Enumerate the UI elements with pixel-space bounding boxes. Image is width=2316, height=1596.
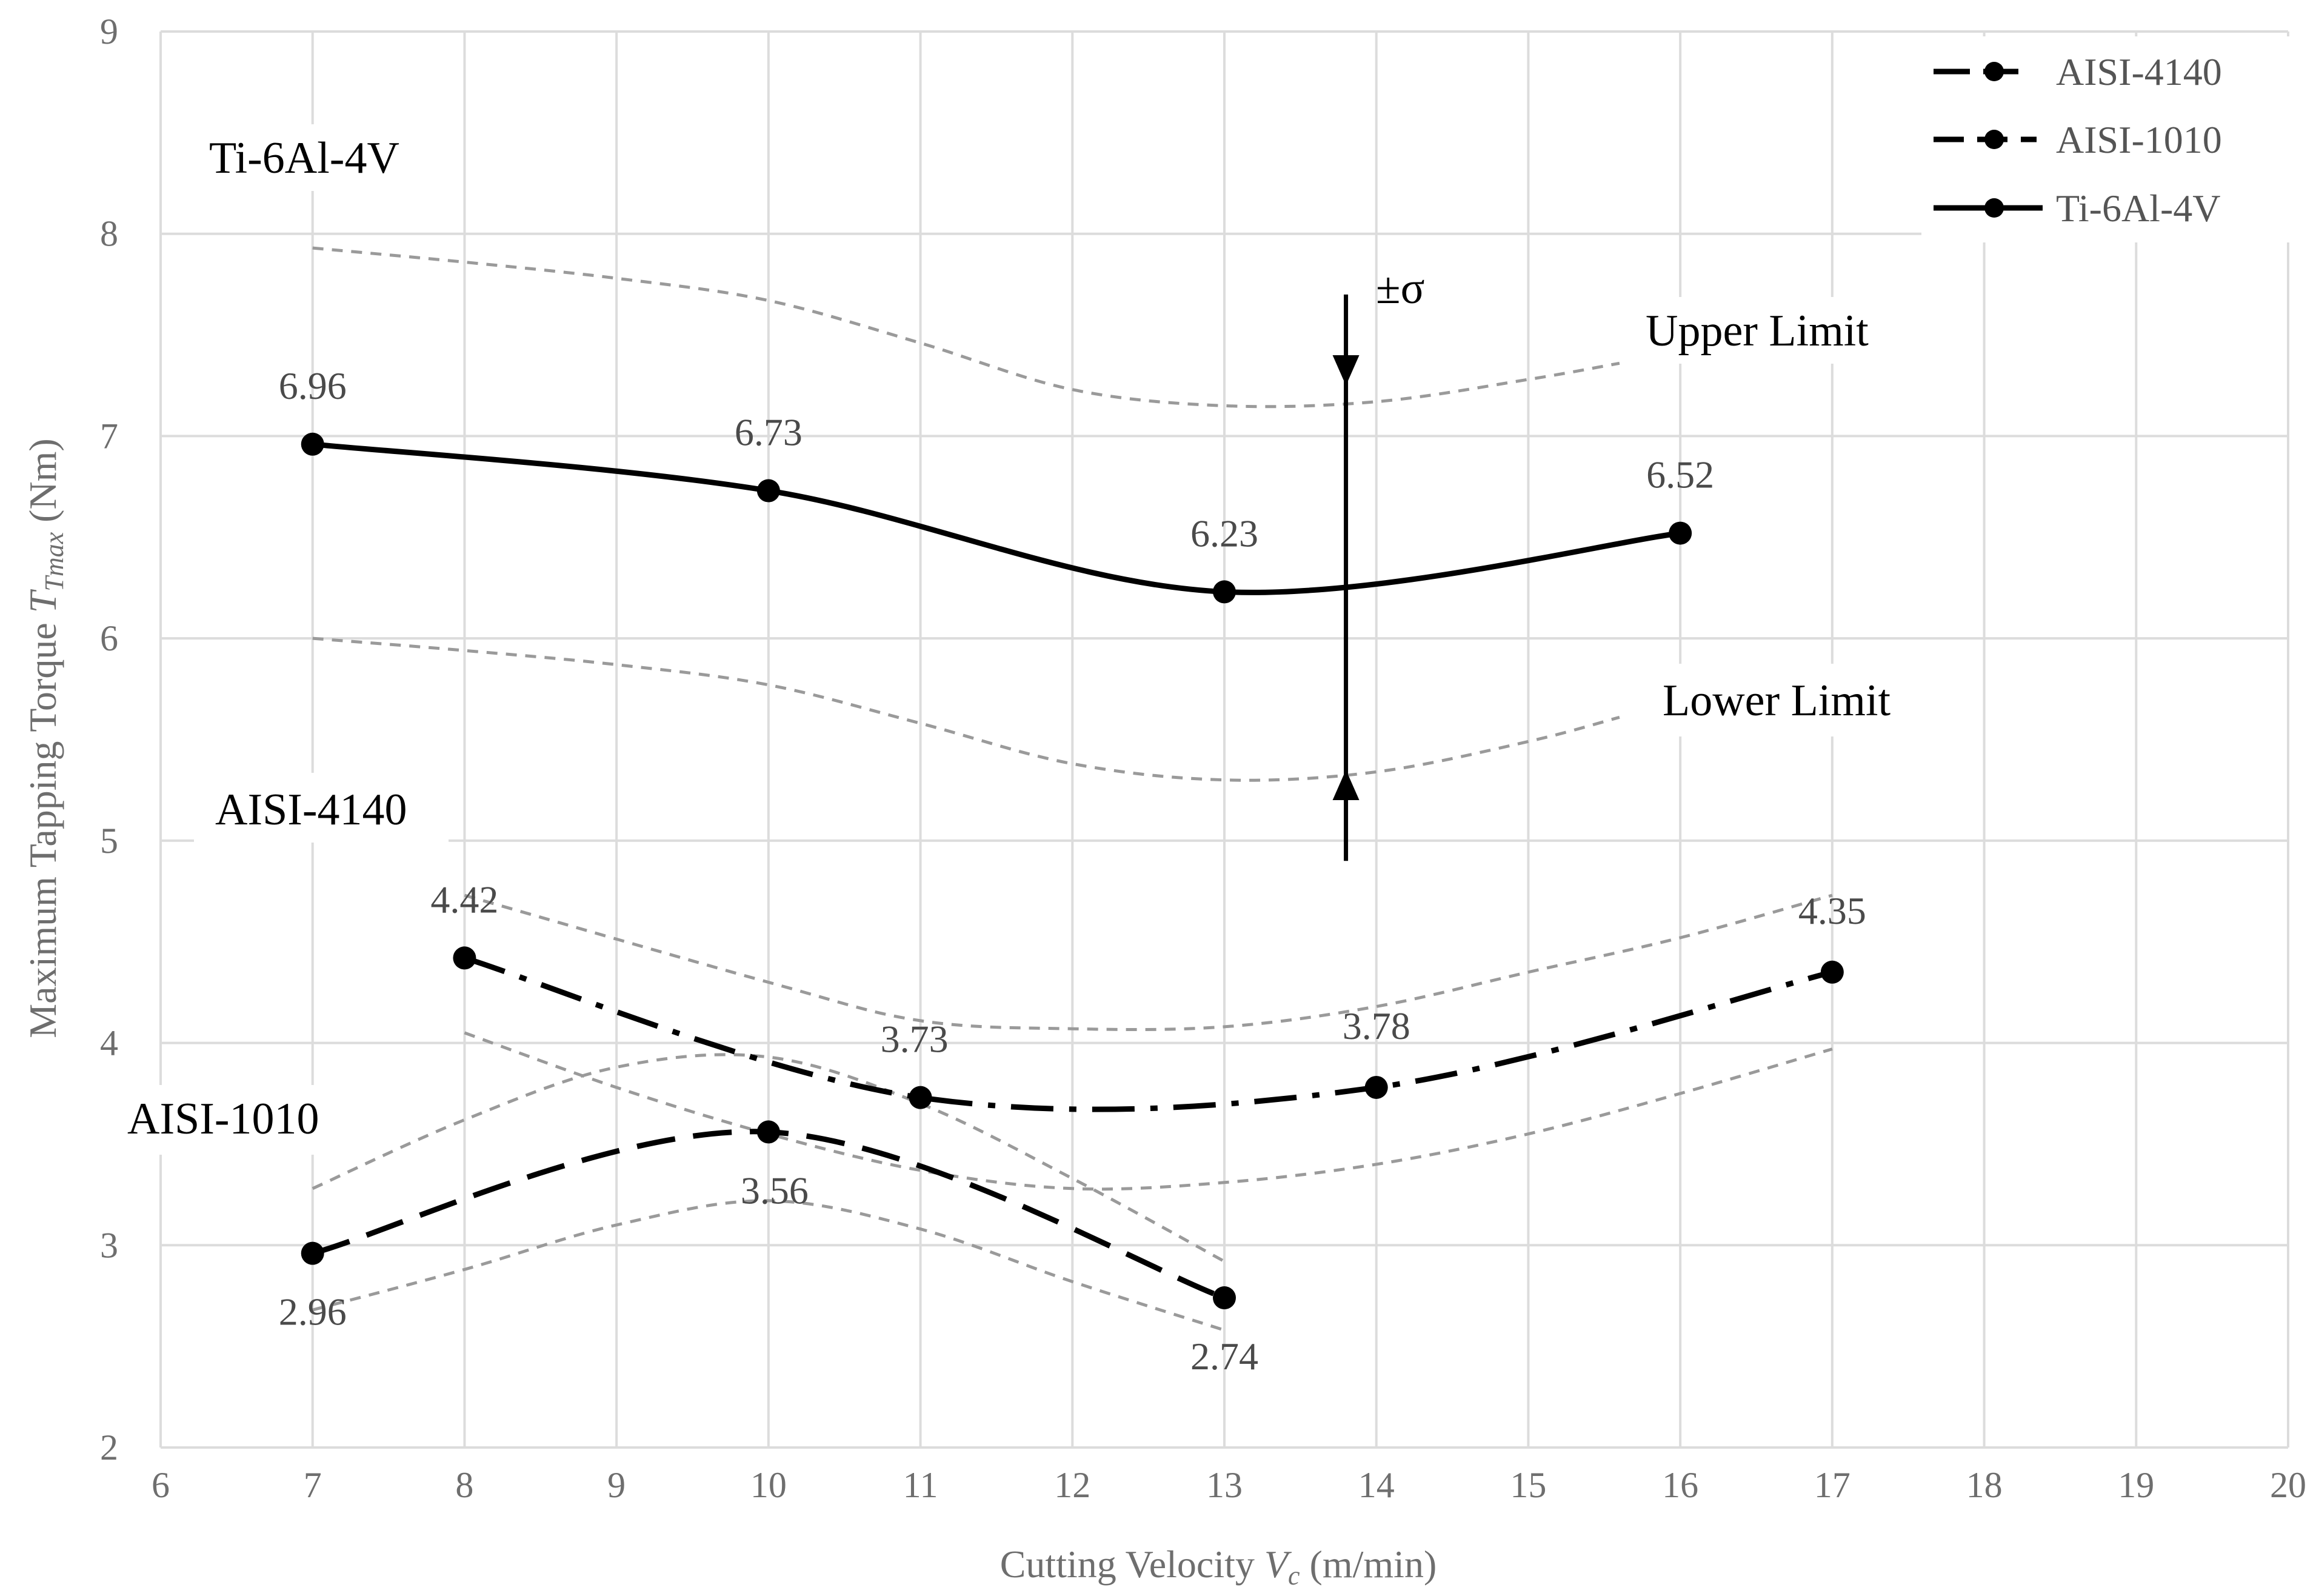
x-tick-label: 9 [607,1465,626,1505]
y-tick-label: 9 [100,12,118,52]
data-point-ti-6al-4v [756,479,780,503]
data-label-aisi-1010: 3.56 [741,1169,809,1212]
x-tick-label: 7 [304,1465,322,1505]
legend-entry-aisi-1010: AISI-1010 [1934,118,2222,161]
x-tick-label: 14 [1358,1465,1395,1505]
y-tick-label: 5 [100,821,118,861]
annotation-upper-limit: Upper Limit [1646,306,1869,356]
legend-marker [1984,62,2004,81]
x-tick-label: 13 [1206,1465,1243,1505]
data-label-ti-6al-4v: 6.52 [1646,453,1714,496]
x-tick-label: 10 [750,1465,787,1505]
data-label-aisi-4140: 3.78 [1343,1004,1410,1047]
x-tick-label: 6 [152,1465,170,1505]
data-label-aisi-4140: 4.35 [1798,889,1866,932]
limit-curve-upper-aisi-4140 [464,893,1833,1032]
limit-curve-lower-aisi-4140 [464,1031,1833,1191]
data-labels: 4.42 3.73 3.78 4.35 2.96 3.56 2.74 6.96 6.73 6.23… [279,364,1866,1378]
y-tick-label: 8 [100,214,118,254]
data-label-ti-6al-4v: 6.23 [1190,512,1258,555]
legend-label: AISI-1010 [2056,118,2222,161]
data-point-aisi-1010 [301,1241,324,1265]
limit-curve-lower-ti-6al-4v [312,636,1620,782]
data-point-ti-6al-4v [1213,580,1236,604]
data-points [301,432,1844,1310]
data-point-ti-6al-4v [1669,521,1692,545]
annotation-ti-6al-4v: Ti-6Al-4V [209,133,399,183]
annotation-aisi-4140: AISI-4140 [215,785,407,835]
limit-curve-lower-aisi-1010 [312,1199,1225,1332]
data-point-aisi-4140 [1364,1075,1388,1099]
data-label-aisi-1010: 2.74 [1190,1335,1258,1378]
legend-marker [1984,130,2004,149]
y-tick-label: 7 [100,416,118,456]
legend-entry-ti-6al-4v: Ti-6Al-4V [1934,187,2220,230]
data-point-aisi-1010 [756,1120,780,1144]
data-label-ti-6al-4v: 6.73 [735,411,803,454]
x-tick-label: 11 [903,1465,938,1505]
sigma-arrow-down [1332,355,1360,386]
tick-labels: 6 7 8 9 10 11 12 13 14 15 16 17 18 19 20 2 3 4 5 6 7 8 9 [100,12,2306,1505]
x-tick-label: 16 [1662,1465,1698,1505]
x-tick-label: 8 [455,1465,473,1505]
grid [159,30,2289,1449]
series-line-aisi-4140 [464,955,1834,1112]
y-tick-label: 3 [100,1225,118,1265]
x-tick-label: 15 [1510,1465,1546,1505]
data-label-ti-6al-4v: 6.96 [279,364,347,407]
y-tick-label: 2 [100,1427,118,1467]
y-tick-label: 4 [100,1023,118,1063]
data-label-aisi-4140: 4.42 [430,878,498,921]
data-point-aisi-4140 [909,1086,932,1109]
y-axis-title: Maximum Tapping Torque TTmax (Nm) [21,438,69,1038]
data-point-aisi-4140 [453,946,476,970]
legend: AISI-4140 AISI-1010 Ti-6Al-4V [1921,36,2297,242]
limit-curve-upper-ti-6al-4v [312,246,1620,409]
legend-marker [1984,198,2004,218]
x-tick-label: 12 [1054,1465,1090,1505]
data-point-aisi-1010 [1213,1286,1236,1310]
y-tick-label: 6 [100,618,118,658]
annotation-lower-limit: Lower Limit [1663,676,1891,726]
sigma-indicator [1332,294,1360,861]
legend-label: Ti-6Al-4V [2056,187,2220,230]
x-axis-title: Cutting Velocity Vc (m/min) [1000,1543,1437,1591]
sigma-label: ±σ [1376,264,1425,313]
sigma-arrow-up [1332,770,1360,801]
x-tick-label: 17 [1814,1465,1850,1505]
annotation-aisi-1010: AISI-1010 [127,1094,319,1144]
data-label-aisi-1010: 2.96 [279,1290,347,1334]
data-point-aisi-4140 [1820,960,1844,984]
series-line-ti-6al-4v [312,441,1681,595]
legend-entry-aisi-4140: AISI-4140 [1934,50,2222,93]
x-tick-label: 18 [1966,1465,2003,1505]
limit-curves [312,246,1833,1332]
x-tick-label: 19 [2118,1465,2154,1505]
legend-label: AISI-4140 [2056,50,2222,93]
data-label-aisi-4140: 3.73 [881,1018,949,1061]
x-tick-label: 20 [2270,1465,2306,1505]
data-point-ti-6al-4v [301,432,324,456]
